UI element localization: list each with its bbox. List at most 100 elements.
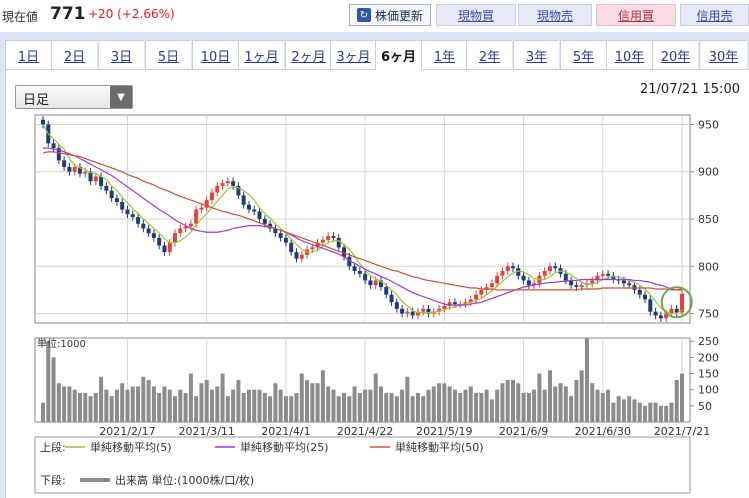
volume-bar-81 (468, 386, 473, 422)
volume-bar-17 (130, 386, 135, 422)
volume-bar-19 (141, 376, 146, 422)
volume-bar-119 (669, 402, 674, 422)
volume-bar-65 (384, 392, 389, 422)
candle-body-113 (637, 289, 642, 295)
candle-body-7 (77, 167, 82, 174)
volume-bar-69 (405, 376, 410, 422)
volume-bar-45 (278, 389, 283, 422)
volume-bar-105 (595, 389, 600, 422)
candle-body-110 (621, 280, 626, 284)
volume-bar-107 (606, 389, 611, 422)
candle-body-102 (579, 285, 584, 288)
volume-bar-73 (426, 389, 431, 422)
candle-body-31 (204, 200, 209, 208)
volume-bar-11 (99, 376, 104, 422)
volume-bar-14 (114, 389, 119, 422)
margin-buy-button[interactable]: 信用買 (596, 4, 676, 26)
candle-body-54 (326, 236, 331, 240)
tab-15[interactable]: 20年 (652, 40, 698, 70)
tab-5[interactable]: 10日 (192, 40, 238, 70)
volume-bar-6 (72, 389, 77, 422)
volume-bar-62 (368, 389, 373, 422)
top-bar: 現在値 771 +20 (+2.66%) ↻ 株価更新 現物買 現物売 信用買 … (0, 0, 749, 30)
tab-1[interactable]: 1日 (5, 40, 51, 70)
candle-body-2 (51, 143, 56, 149)
volume-bar-61 (363, 389, 368, 422)
candle-body-72 (421, 308, 426, 312)
chart-datetime: 21/07/21 15:00 (640, 82, 740, 97)
volume-bar-55 (331, 389, 336, 422)
x-tick-label-2: 2021/4/1 (261, 425, 310, 438)
volume-bar-100 (569, 396, 574, 422)
volume-bar-64 (378, 386, 383, 422)
volume-bar-46 (283, 396, 288, 422)
volume-bar-109 (616, 396, 621, 422)
volume-bar-82 (474, 392, 479, 422)
tab-3[interactable]: 3日 (98, 40, 144, 70)
candle-body-23 (162, 245, 167, 253)
candle-body-14 (114, 198, 119, 202)
volume-bar-4 (62, 386, 67, 422)
tab-7[interactable]: 2ヶ月 (285, 40, 331, 70)
refresh-price-button[interactable]: ↻ 株価更新 (349, 4, 431, 26)
tab-9[interactable]: 6ヶ月 (375, 40, 421, 70)
tab-16[interactable]: 30年 (699, 40, 747, 70)
volume-bar-12 (104, 389, 109, 422)
volume-bar-21 (151, 386, 156, 422)
volume-bar-89 (511, 380, 516, 422)
candle-body-60 (357, 271, 362, 274)
spot-buy-button[interactable]: 現物買 (436, 4, 516, 26)
interval-select[interactable]: 日足 ▼ (15, 85, 133, 109)
tab-11[interactable]: 2年 (466, 40, 512, 70)
candle-body-111 (627, 283, 632, 286)
tab-12[interactable]: 3年 (513, 40, 559, 70)
candle-body-69 (405, 311, 410, 314)
spot-sell-button[interactable]: 現物売 (518, 4, 592, 26)
ma-line-3 (42, 151, 682, 291)
volume-bar-26 (178, 389, 183, 422)
volume-bar-70 (410, 396, 415, 422)
candle-body-53 (320, 239, 325, 243)
volume-bar-60 (357, 392, 362, 422)
candle-body-97 (553, 266, 558, 269)
candle-body-26 (178, 228, 183, 234)
tab-4[interactable]: 5日 (145, 40, 191, 70)
tab-8[interactable]: 3ヶ月 (330, 40, 376, 70)
candle-body-45 (278, 233, 283, 238)
candle-body-37 (236, 185, 241, 196)
candle-body-48 (294, 252, 299, 259)
candle-body-100 (569, 280, 574, 286)
volume-bar-95 (542, 389, 547, 422)
volume-bar-48 (294, 392, 299, 422)
tab-14[interactable]: 10年 (606, 40, 652, 70)
margin-sell-button[interactable]: 信用売 (680, 4, 749, 26)
price-tick-label-1: 800 (698, 260, 719, 273)
volume-bar-7 (77, 392, 82, 422)
candle-body-118 (664, 313, 669, 319)
candle-body-76 (442, 305, 447, 309)
candle-body-58 (347, 256, 352, 267)
tab-10[interactable]: 1年 (421, 40, 467, 70)
tab-6[interactable]: 1ヶ月 (238, 40, 284, 70)
candle-body-10 (93, 176, 98, 182)
volume-bar-91 (521, 392, 526, 422)
candle-body-78 (452, 302, 457, 305)
x-tick-label-1: 2021/3/11 (179, 425, 235, 438)
volume-bar-68 (400, 389, 405, 422)
tab-13[interactable]: 5年 (560, 40, 606, 70)
tab-2[interactable]: 2日 (51, 40, 97, 70)
volume-bar-22 (157, 392, 162, 422)
candle-body-80 (463, 302, 468, 305)
candle-body-121 (680, 293, 684, 313)
volume-bar-8 (83, 392, 88, 422)
candle-body-65 (384, 287, 389, 295)
candle-body-105 (595, 275, 600, 281)
price-change: +20 (+2.66%) (88, 7, 175, 21)
volume-bar-74 (431, 386, 436, 422)
candle-body-25 (173, 233, 178, 243)
candle-body-40 (252, 209, 257, 212)
volume-bar-80 (463, 389, 468, 422)
volume-bar-5 (67, 386, 72, 422)
candle-body-15 (120, 201, 125, 210)
volume-bar-2 (51, 357, 56, 422)
